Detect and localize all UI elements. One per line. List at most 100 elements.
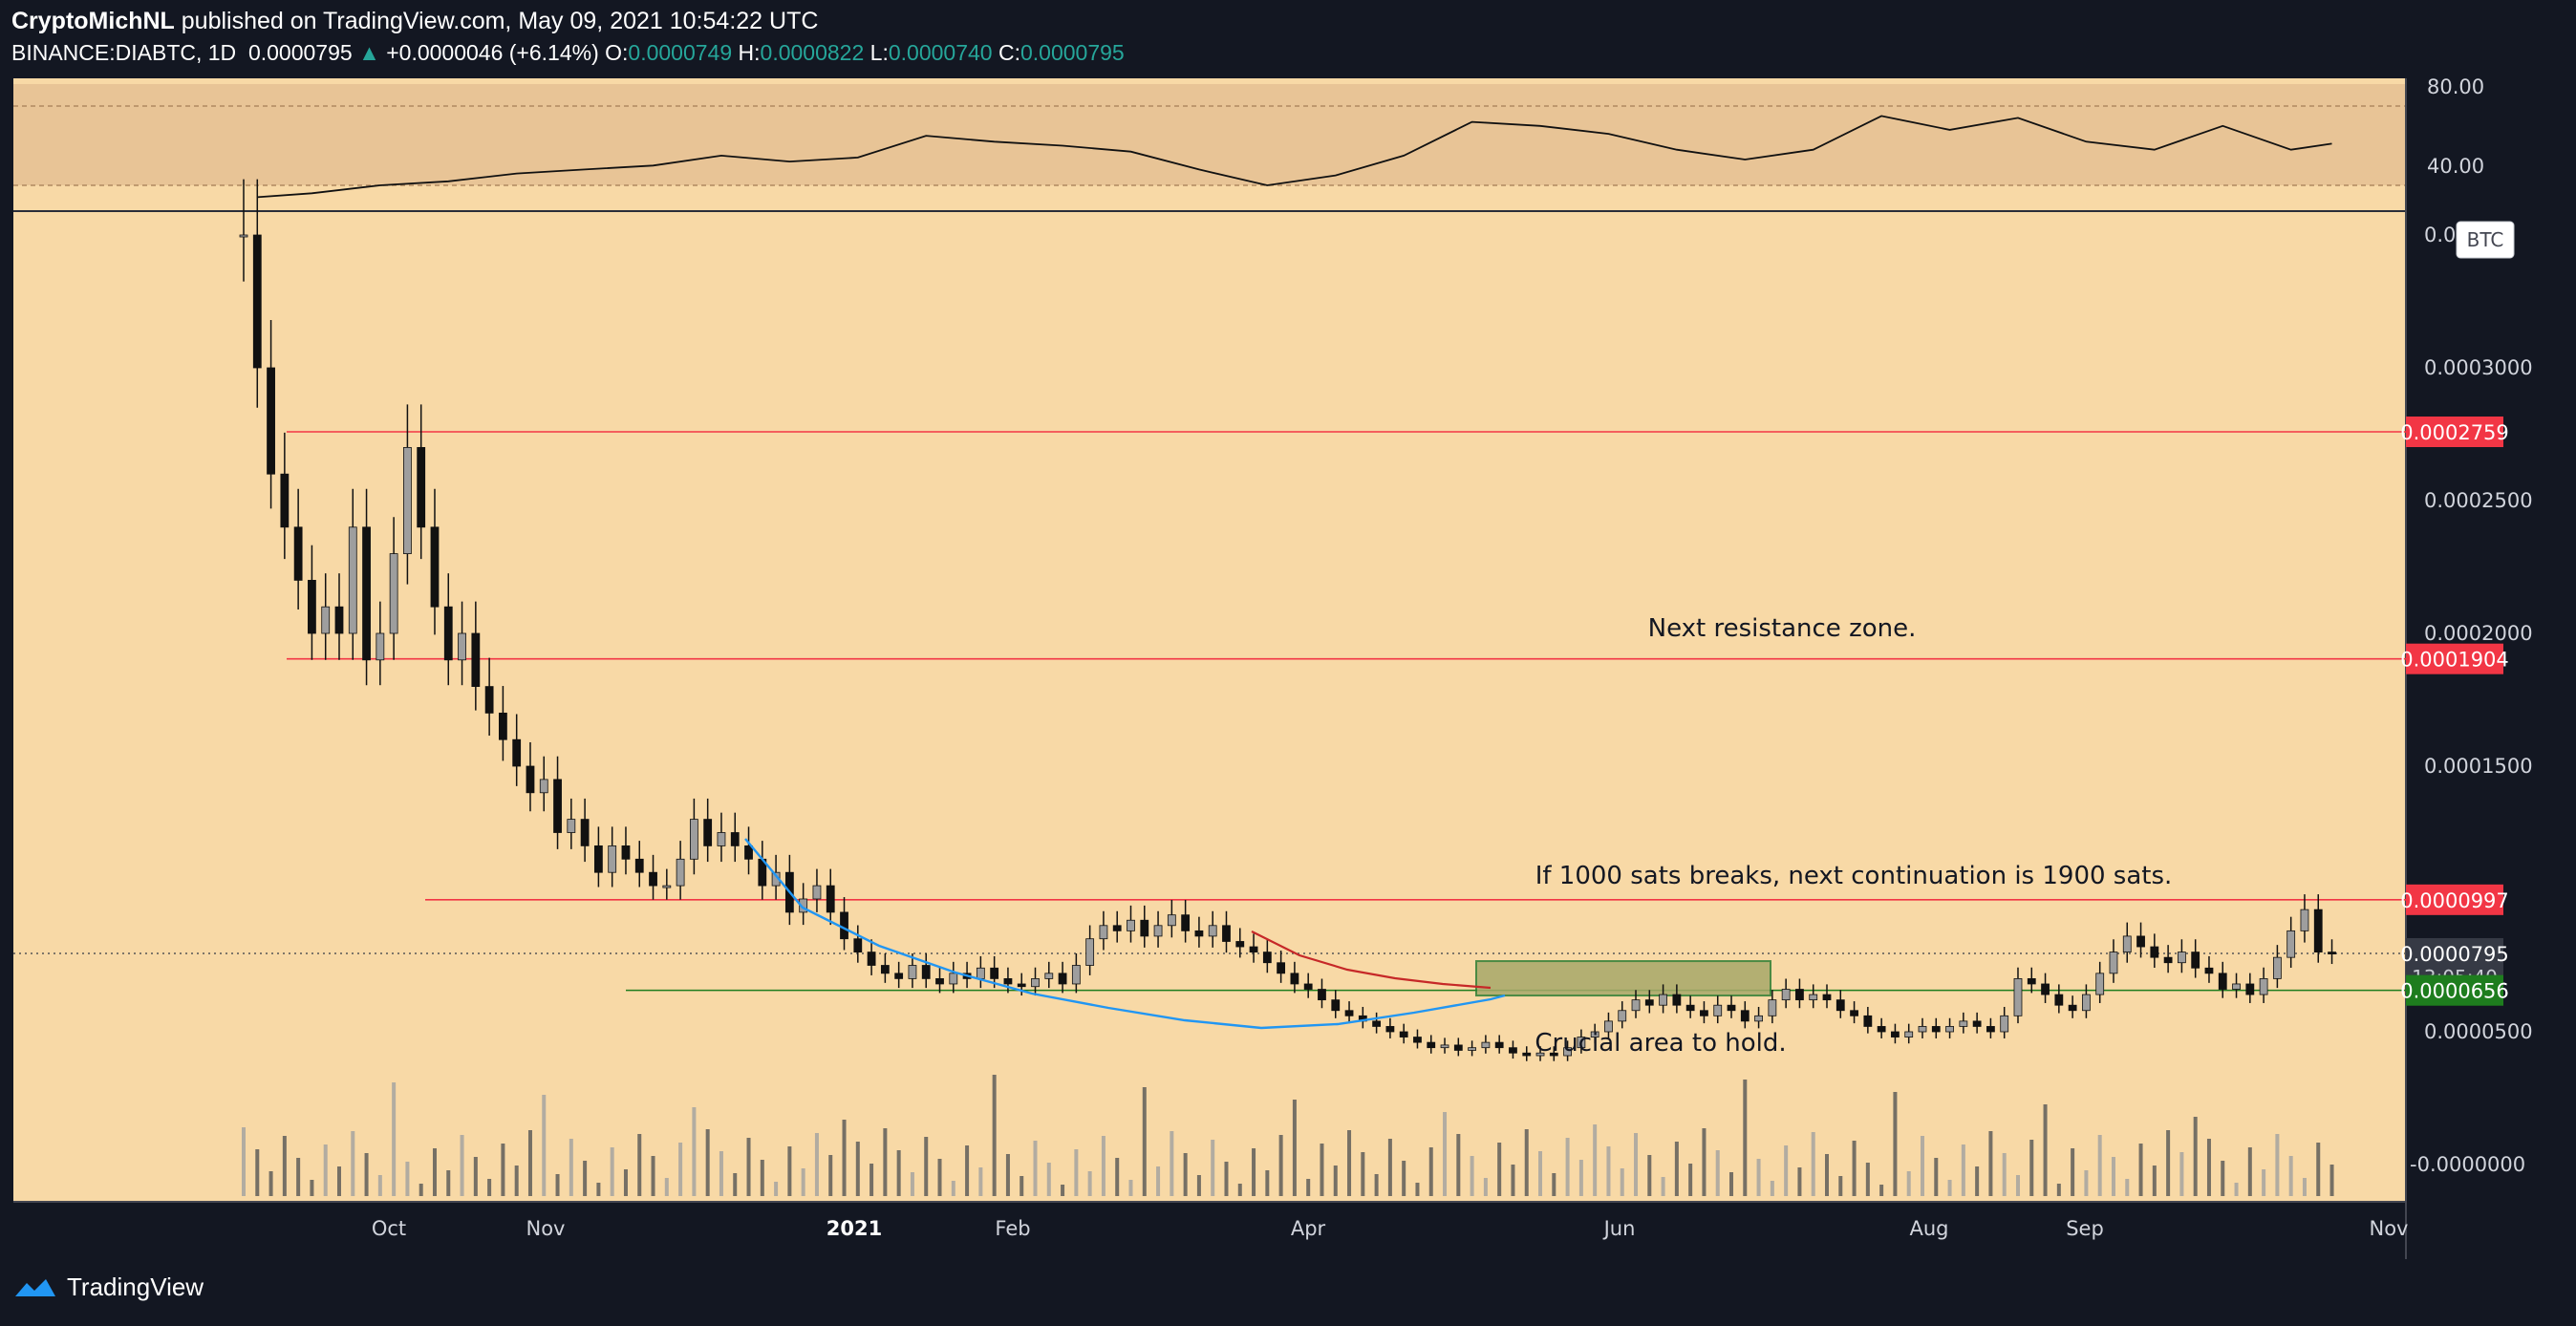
volume-bar (405, 1162, 410, 1196)
candle-body (526, 765, 535, 794)
candle-body (280, 473, 290, 528)
candle-body (880, 965, 890, 974)
y-tick-0.0002000: 0.0002000 (2424, 622, 2533, 645)
high-value: 0.0000822 (760, 40, 865, 65)
candle-body (1685, 1004, 1695, 1012)
volume-bar (1715, 1150, 1720, 1196)
candle-body (2013, 978, 2023, 1016)
price-chart-svg[interactable]: Oct Nov 2021 Feb Apr Jun Aug Sep Nov 80.… (0, 67, 2576, 1261)
volume-bar (869, 1164, 874, 1196)
candle-body (2136, 935, 2145, 948)
candle-body (2204, 967, 2214, 974)
candle-body (1290, 973, 1299, 985)
candle-body (458, 632, 466, 661)
candle-body (2041, 983, 2050, 995)
candle-body (949, 973, 958, 985)
publish-line: CryptoMichNL published on TradingView.co… (11, 8, 818, 35)
arrow-up-icon: ▲ (358, 40, 380, 65)
candle-body (567, 819, 576, 833)
candle-body (1590, 1031, 1599, 1037)
ma-blue-line (744, 838, 1506, 1030)
candle-body (1413, 1037, 1422, 1043)
current-price-text: 0.0000795 (2400, 943, 2509, 966)
candle-body (484, 686, 494, 714)
volume-bar (460, 1135, 464, 1196)
candle-body (2177, 952, 2186, 964)
volume-bar (664, 1178, 669, 1196)
candle-body (1700, 1010, 1708, 1016)
candle-body (921, 965, 931, 979)
candle-body (990, 967, 999, 979)
volume-bar (1893, 1092, 1898, 1196)
candle-body (2272, 956, 2282, 979)
rsi-line (257, 115, 2332, 199)
volume-bar (1552, 1173, 1556, 1196)
candle-body (1344, 1010, 1354, 1016)
volume-bar (1879, 1185, 1884, 1196)
close-label: C: (998, 40, 1020, 65)
volume-bar (1634, 1133, 1639, 1196)
volume-bar (1170, 1131, 1174, 1196)
candle-body (1194, 930, 1204, 937)
candle-body (2027, 978, 2036, 985)
volume-bar (2262, 1169, 2266, 1196)
candle-body (1481, 1041, 1491, 1049)
volume-bar (1538, 1151, 1543, 1196)
volume-bar (746, 1138, 751, 1196)
volume-bar (637, 1134, 642, 1196)
candle-body (1672, 994, 1682, 1006)
volume-bar (2111, 1157, 2115, 1196)
candle-body (1031, 978, 1040, 988)
chart-area[interactable]: Oct Nov 2021 Feb Apr Jun Aug Sep Nov 80.… (0, 67, 2576, 1261)
volume-bar (1593, 1124, 1598, 1196)
volume-bar (514, 1166, 519, 1196)
candle-body (1713, 1004, 1723, 1016)
volume-bar (719, 1151, 723, 1196)
volume-bar (255, 1149, 260, 1196)
volume-bar (1797, 1167, 1802, 1196)
volume-bar (801, 1168, 805, 1196)
volume-bar (2002, 1153, 2007, 1196)
candle-body (1399, 1031, 1408, 1037)
candle-body (1427, 1041, 1436, 1049)
annotation-next-resistance: Next resistance zone. (1648, 614, 1917, 643)
currency-badge[interactable] (2456, 221, 2515, 259)
candle-body (1112, 925, 1122, 931)
volume-bar (651, 1156, 655, 1196)
volume-bar (1278, 1135, 1283, 1196)
volume-bar (2166, 1130, 2171, 1196)
x-axis: Oct Nov 2021 Feb Apr Jun Aug Sep Nov (372, 1217, 2409, 1240)
footer-brand[interactable]: TradingView (13, 1273, 204, 1302)
x-tick-sep: Sep (2066, 1217, 2104, 1240)
y-tick-zero: -0.0000000 (2410, 1153, 2525, 1176)
volume-bar (855, 1142, 860, 1196)
volume-bar (2043, 1104, 2048, 1196)
y-tick-0.0002500: 0.0002500 (2424, 489, 2533, 512)
x-tick-nov: Nov (526, 1217, 566, 1240)
volume-bar (1770, 1181, 1774, 1196)
volume-bar (1702, 1128, 1707, 1196)
symbol-label: BINANCE:DIABTC, 1D (11, 40, 237, 65)
candle-body (252, 234, 262, 369)
candle-body (1440, 1044, 1449, 1049)
y-tick-partial: 0.0 (2424, 224, 2456, 246)
volume-bar (1838, 1176, 1843, 1196)
rsi-tick-40: 40.00 (2427, 155, 2484, 178)
candle-body (2328, 952, 2336, 954)
candle-body (2313, 909, 2323, 952)
volume-bar (1443, 1112, 1448, 1196)
level-price-tag-0.0001904 (2406, 643, 2503, 674)
volume-bar (2316, 1143, 2321, 1196)
level-price-tag-0.0002759 (2406, 416, 2503, 447)
author-name[interactable]: CryptoMichNL (11, 8, 175, 34)
candle-body (1795, 989, 1804, 1001)
candle-body (1631, 999, 1641, 1012)
candle-body (1945, 1026, 1954, 1033)
candle-body (1891, 1031, 1900, 1037)
price-pane (13, 212, 2406, 1202)
candle-body (1577, 1037, 1586, 1049)
volume-bar (705, 1129, 710, 1196)
candle-body (443, 606, 453, 661)
candle-body (1918, 1026, 1927, 1033)
volume-bar (2071, 1148, 2075, 1196)
